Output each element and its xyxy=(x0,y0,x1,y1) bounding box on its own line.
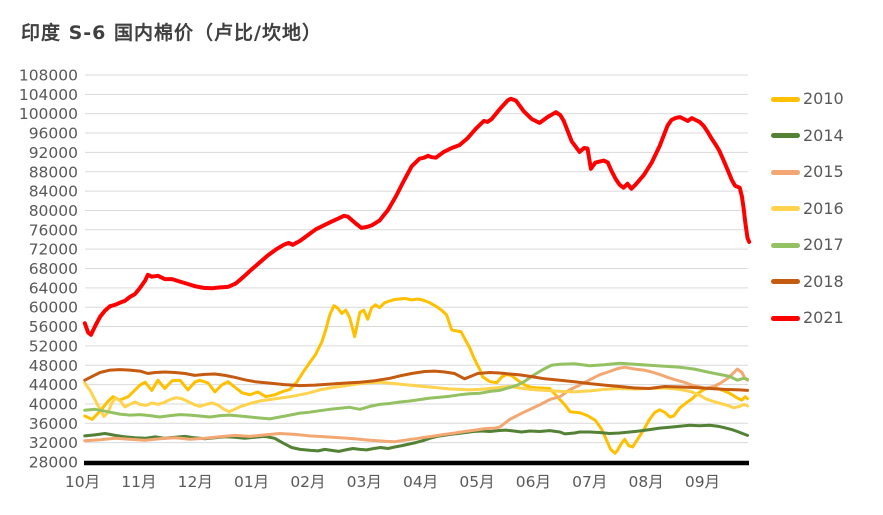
x-tick-label-02月: 02月 xyxy=(290,473,325,491)
legend-swatch-2021 xyxy=(771,315,800,321)
legend-item-2021: 2021 xyxy=(771,307,844,329)
legend-item-2016: 2016 xyxy=(771,198,844,220)
x-tick-label-10月: 10月 xyxy=(65,473,100,491)
y-tick-label: 52000 xyxy=(29,337,78,355)
y-tick-label: 108000 xyxy=(19,67,78,85)
y-tick-label: 64000 xyxy=(29,279,78,297)
legend-item-2018: 2018 xyxy=(771,271,844,293)
y-tick-label: 56000 xyxy=(29,318,78,336)
x-tick-label-01月: 01月 xyxy=(234,473,269,491)
legend-label-2018: 2018 xyxy=(803,271,844,291)
legend-item-2014: 2014 xyxy=(771,125,844,147)
legend-swatch-2018 xyxy=(771,279,800,284)
legend-swatch-2015 xyxy=(771,169,800,175)
x-tick-label-09月: 09月 xyxy=(685,473,720,491)
x-tick-label-03月: 03月 xyxy=(347,473,382,491)
y-tick-label: 72000 xyxy=(29,241,78,259)
y-tick-label: 36000 xyxy=(29,415,78,433)
legend-label-2010: 2010 xyxy=(803,89,844,108)
y-tick-label: 88000 xyxy=(29,163,78,181)
y-tick-label: 60000 xyxy=(29,299,78,317)
legend-item-2010: 2010 xyxy=(771,88,844,110)
series-line-2021 xyxy=(82,96,752,337)
legend-swatch-2016 xyxy=(771,206,800,211)
legend-item-2017: 2017 xyxy=(771,234,844,256)
y-tick-label: 104000 xyxy=(19,86,78,104)
legend-swatch-2017 xyxy=(771,242,800,248)
y-tick-label: 84000 xyxy=(29,183,78,201)
legend-swatch-2010 xyxy=(771,96,800,102)
y-tick-label: 96000 xyxy=(29,125,78,143)
series-line-2017 xyxy=(83,361,749,421)
y-tick-label: 100000 xyxy=(19,105,78,123)
x-tick-label-12月: 12月 xyxy=(178,473,213,491)
y-tick-label: 48000 xyxy=(29,357,78,375)
legend-label-2017: 2017 xyxy=(803,235,844,254)
y-tick-label: 76000 xyxy=(29,221,78,239)
x-tick-label-07月: 07月 xyxy=(572,473,607,491)
y-tick-label: 32000 xyxy=(29,434,78,452)
x-tick-label-06月: 06月 xyxy=(516,473,551,491)
x-tick-label-08月: 08月 xyxy=(628,473,663,491)
y-tick-label: 44000 xyxy=(29,376,78,394)
legend-item-2015: 2015 xyxy=(771,161,844,183)
series-line-2010 xyxy=(83,297,749,455)
legend-label-2016: 2016 xyxy=(803,198,844,218)
legend-label-2021: 2021 xyxy=(803,308,844,327)
y-tick-label: 92000 xyxy=(29,144,78,162)
legend-label-2015: 2015 xyxy=(803,162,844,181)
x-tick-label-11月: 11月 xyxy=(121,473,156,491)
x-tick-label-05月: 05月 xyxy=(459,473,494,491)
legend-swatch-2014 xyxy=(771,133,800,138)
y-tick-label: 68000 xyxy=(29,260,78,278)
y-tick-label: 80000 xyxy=(29,202,78,220)
x-tick-label-04月: 04月 xyxy=(403,473,438,491)
y-tick-label: 28000 xyxy=(29,454,78,472)
legend-label-2014: 2014 xyxy=(803,125,844,145)
chart-title: 印度 S-6 国内棉价（卢比/坎地） xyxy=(21,22,322,44)
legend: 2010 2014 2015 2016 2017 2018 2021 xyxy=(771,88,844,329)
y-tick-label: 40000 xyxy=(29,395,78,413)
series-line-2015 xyxy=(83,365,749,444)
series-line-2018 xyxy=(83,368,749,392)
